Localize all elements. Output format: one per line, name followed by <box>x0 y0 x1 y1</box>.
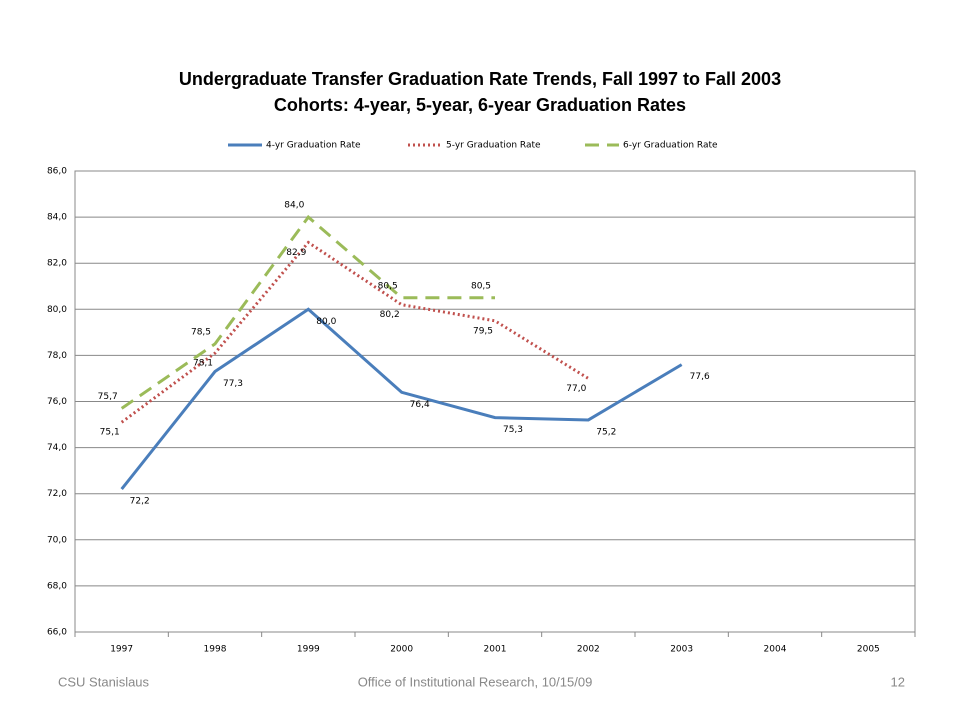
x-tick-label: 1998 <box>204 645 227 655</box>
data-label: 78,5 <box>191 327 211 337</box>
footer-left: CSU Stanislaus <box>58 674 150 689</box>
x-tick-label: 1997 <box>110 645 133 655</box>
x-tick-label: 1999 <box>297 645 320 655</box>
data-label: 77,6 <box>690 372 710 382</box>
y-tick-label: 82,0 <box>47 259 67 269</box>
series-line <box>120 240 590 424</box>
x-tick-label: 2005 <box>857 645 880 655</box>
data-label: 82,9 <box>286 248 306 258</box>
data-label: 76,4 <box>410 400 430 410</box>
x-tick-label: 2001 <box>484 645 507 655</box>
data-label: 84,0 <box>284 201 304 211</box>
data-label: 77,3 <box>223 379 243 389</box>
data-label: 80,5 <box>471 281 491 291</box>
data-label: 75,1 <box>100 428 120 438</box>
y-tick-label: 74,0 <box>47 443 67 453</box>
data-label: 75,2 <box>596 427 616 437</box>
y-tick-label: 78,0 <box>47 351 67 361</box>
chart-subtitle: Cohorts: 4-year, 5-year, 6-year Graduati… <box>274 95 686 115</box>
plot-border <box>74 170 916 633</box>
y-tick-label: 84,0 <box>47 213 67 223</box>
data-label: 78,1 <box>193 359 213 369</box>
data-label: 72,2 <box>130 497 150 507</box>
y-tick-label: 68,0 <box>47 581 67 591</box>
y-tick-label: 66,0 <box>47 628 67 638</box>
data-label: 80,0 <box>316 317 336 327</box>
y-tick-label: 86,0 <box>47 167 67 177</box>
y-tick-label: 80,0 <box>47 305 67 315</box>
chart-title: Undergraduate Transfer Graduation Rate T… <box>179 69 781 89</box>
footer-right: 12 <box>891 674 905 689</box>
y-tick-label: 70,0 <box>47 535 67 545</box>
data-label: 80,2 <box>380 310 400 320</box>
series-line <box>120 307 683 491</box>
x-tick-label: 2004 <box>764 645 787 655</box>
x-tick-label: 2003 <box>670 645 693 655</box>
x-tick-label: 2002 <box>577 645 600 655</box>
y-tick-label: 76,0 <box>47 397 67 407</box>
data-label: 75,7 <box>98 392 118 402</box>
data-label: 75,3 <box>503 425 523 435</box>
data-label: 77,0 <box>566 384 586 394</box>
legend-label: 6-yr Graduation Rate <box>623 141 718 151</box>
x-tick-label: 2000 <box>390 645 413 655</box>
legend-label: 5-yr Graduation Rate <box>446 141 541 151</box>
footer-center: Office of Institutional Research, 10/15/… <box>358 674 593 689</box>
legend-label: 4-yr Graduation Rate <box>266 141 361 151</box>
data-label: 80,5 <box>378 281 398 291</box>
y-tick-label: 72,0 <box>47 489 67 499</box>
data-label: 79,5 <box>473 326 493 336</box>
series-line <box>120 214 495 410</box>
